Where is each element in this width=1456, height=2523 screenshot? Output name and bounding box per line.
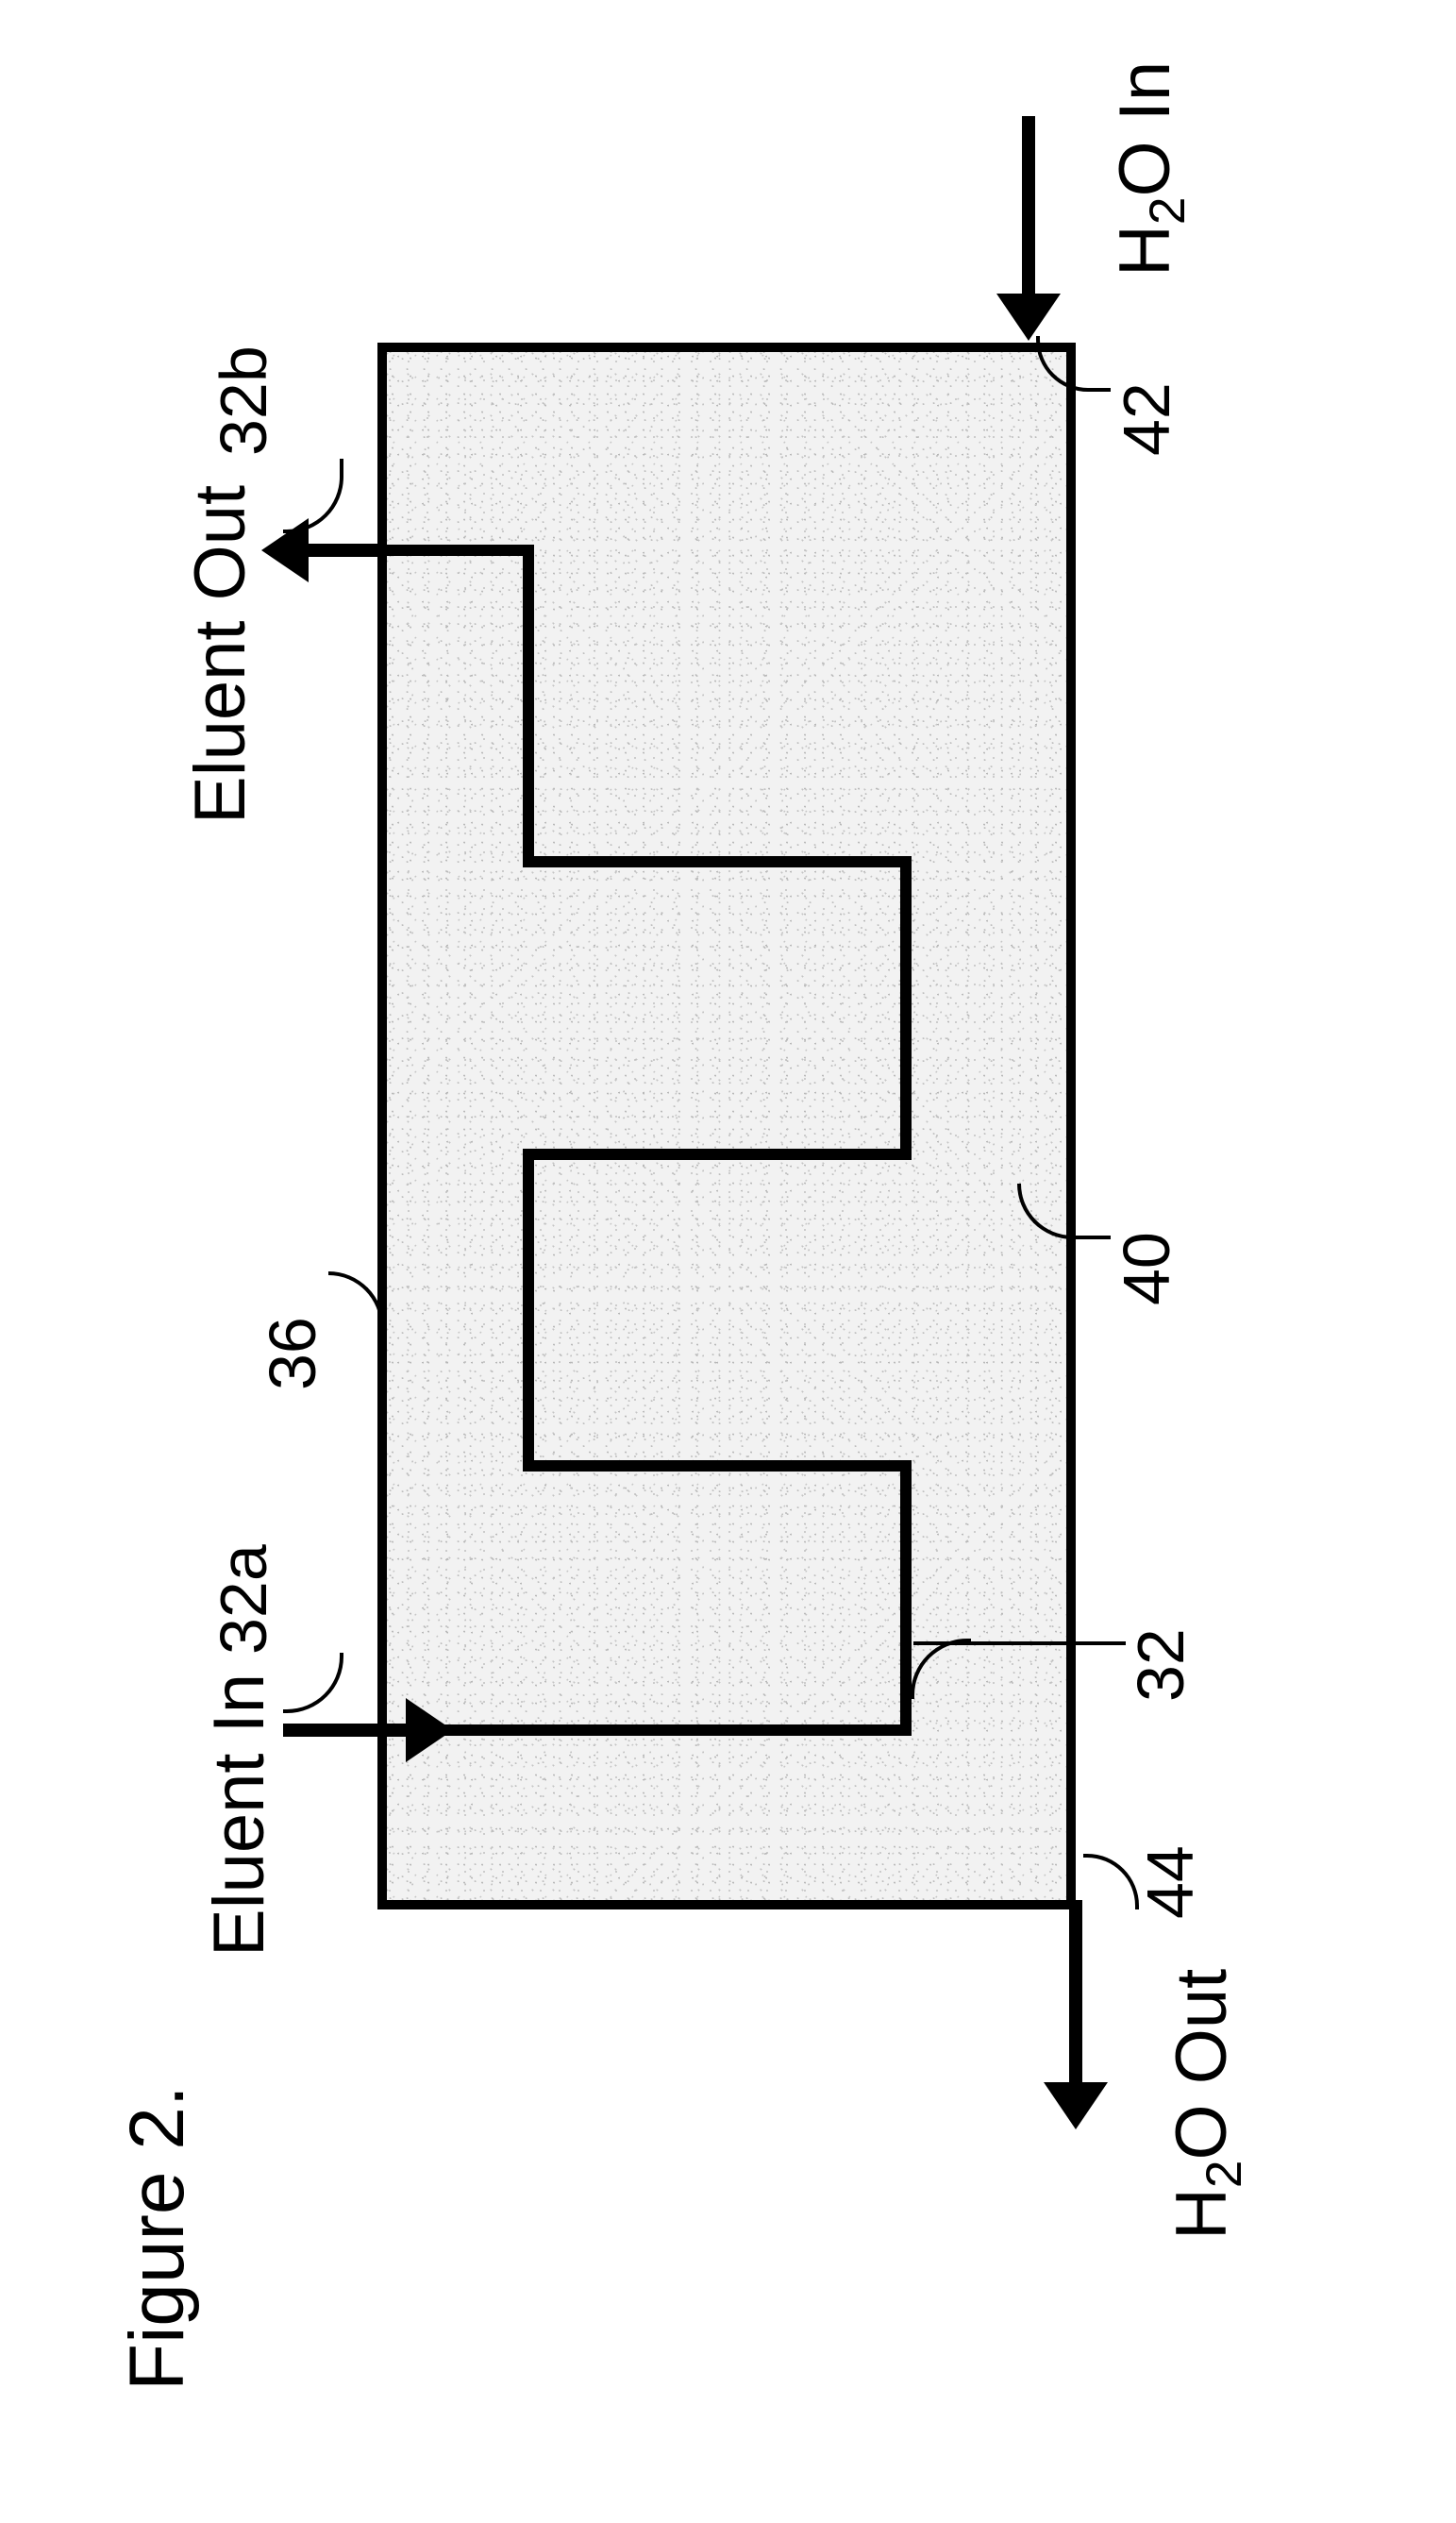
h2o-out-arrow-shaft — [1069, 1900, 1082, 2084]
ref-32a: 32a — [206, 1544, 281, 1655]
ref-44: 44 — [1132, 1845, 1208, 1919]
eluent-in-arrow-head — [406, 1698, 453, 1762]
ref-32: 32 — [1123, 1628, 1198, 1702]
ref-32b: 32b — [206, 345, 281, 456]
ref-40: 40 — [1109, 1232, 1184, 1305]
eluent-out-arrow-shaft — [307, 544, 387, 557]
h2o-in-label: H2O In — [1104, 61, 1197, 277]
eluent-in-label: Eluent In — [198, 1674, 280, 1957]
h2o-out-arrow-head — [1044, 2082, 1108, 2129]
figure-canvas: Figure 2. Eluent In 32a Eluent Out 32b H… — [0, 0, 1456, 2523]
eluent-in-arrow-shaft — [283, 1724, 410, 1737]
h2o-out-label: H2O Out — [1161, 1969, 1253, 2240]
eluent-out-label: Eluent Out — [179, 485, 261, 824]
h2o-in-arrow-shaft — [1022, 116, 1035, 295]
ref-42: 42 — [1109, 382, 1184, 456]
h2o-in-arrow-head — [996, 294, 1061, 341]
ref-36: 36 — [255, 1317, 330, 1390]
